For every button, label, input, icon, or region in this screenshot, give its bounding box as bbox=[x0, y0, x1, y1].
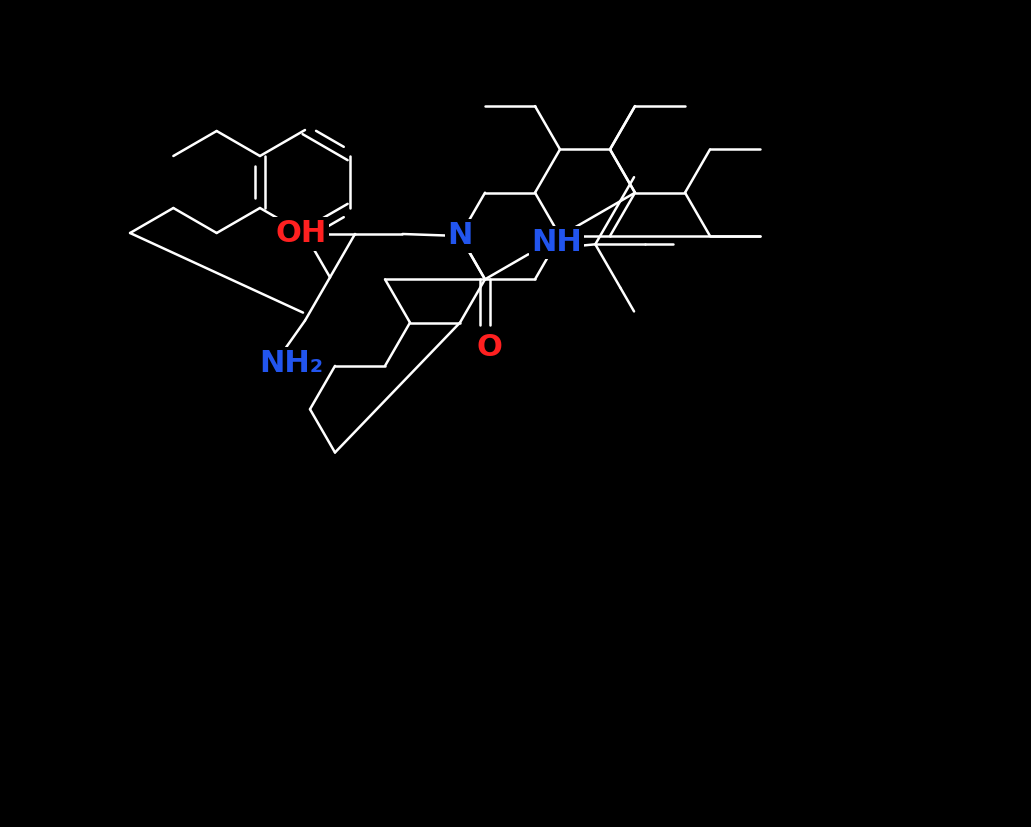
Text: OH: OH bbox=[275, 219, 327, 248]
Text: O: O bbox=[476, 332, 502, 361]
Text: NH₂: NH₂ bbox=[259, 349, 323, 378]
Text: NH: NH bbox=[531, 227, 581, 257]
Text: N: N bbox=[447, 222, 472, 251]
